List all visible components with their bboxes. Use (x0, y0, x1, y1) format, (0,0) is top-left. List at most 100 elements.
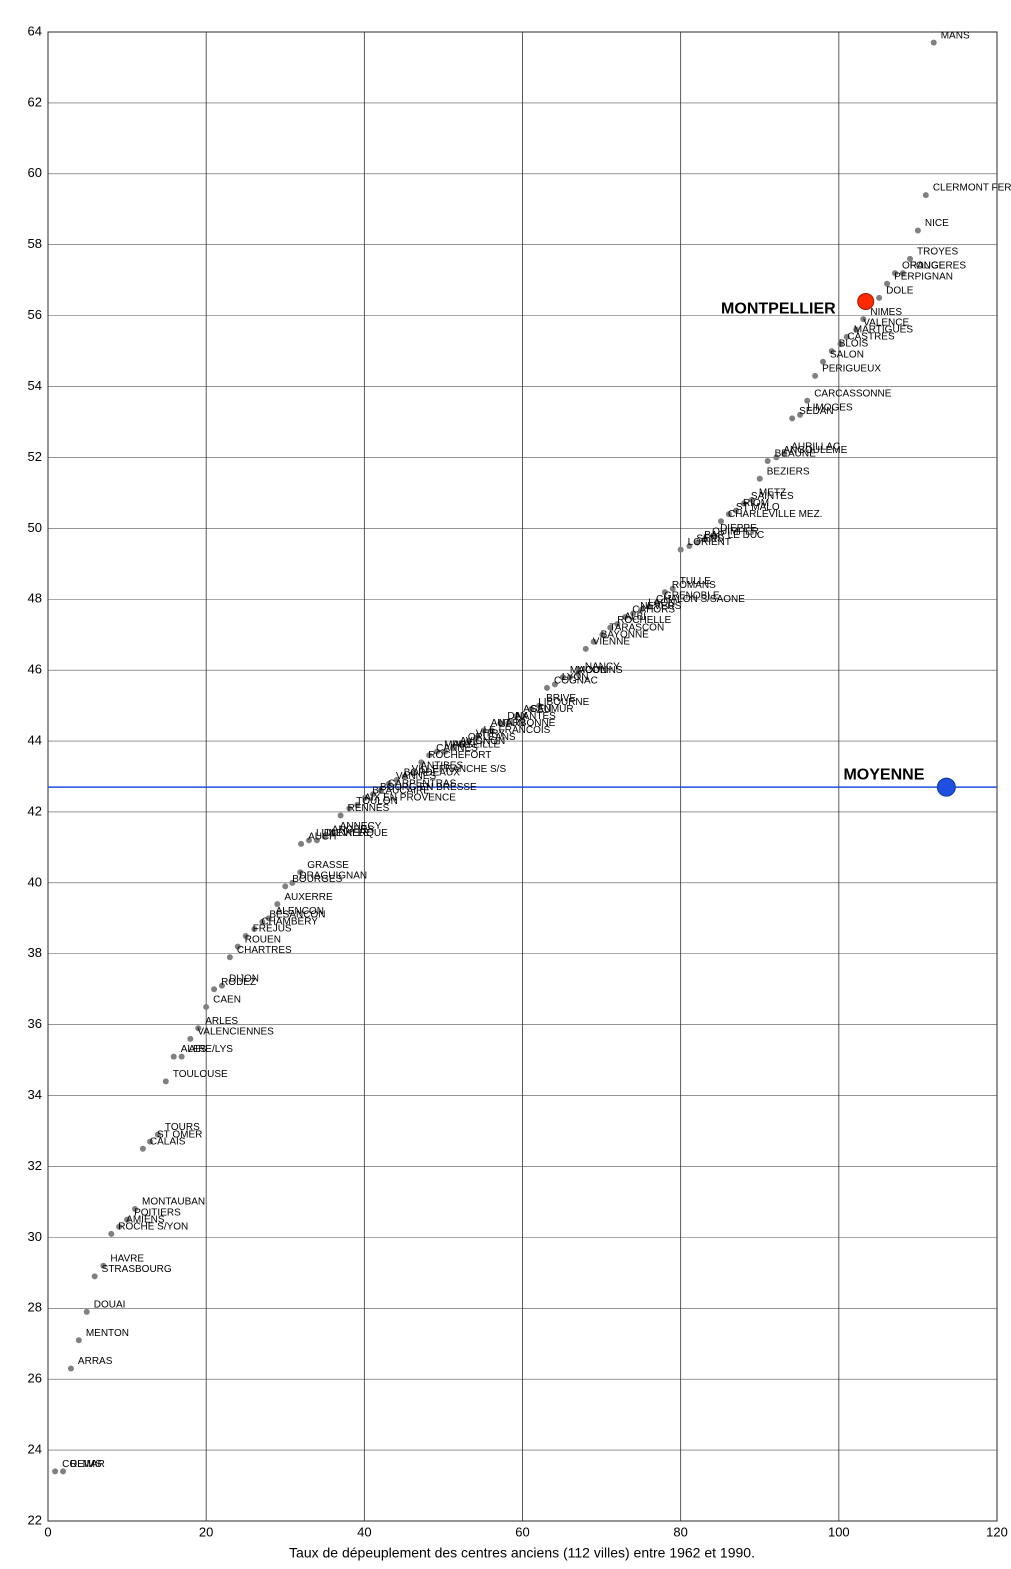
point (694, 539, 701, 546)
point (108, 1230, 115, 1237)
point-label: ALES (181, 1044, 207, 1055)
y-tick-label: 28 (28, 1300, 42, 1315)
point-label: NARBONNE (499, 718, 556, 729)
point (740, 500, 747, 507)
point-label: AIX EN PROVENCE (364, 793, 456, 804)
point-label: LYON (562, 672, 589, 683)
y-tick-label: 58 (28, 236, 42, 251)
point (116, 1223, 123, 1230)
point (488, 727, 495, 734)
point (100, 1262, 107, 1269)
point (653, 599, 660, 606)
point-label: VITRY (476, 729, 506, 740)
point-label: AVIGNON (460, 736, 505, 747)
point-label: BESANCON (269, 909, 325, 920)
point (764, 457, 771, 464)
y-tick-label: 56 (28, 307, 42, 322)
point-label: CAEN (213, 995, 241, 1006)
y-tick-label: 38 (28, 945, 42, 960)
point (305, 837, 312, 844)
point-label: POITIERS (134, 1207, 181, 1218)
x-tick-label: 80 (673, 1524, 687, 1539)
point-label: AIRE/LYS (189, 1044, 234, 1055)
point (661, 589, 668, 596)
point (843, 333, 850, 340)
point (828, 348, 835, 355)
point-label: AMIENS (126, 1214, 165, 1225)
point-label: CLERMONT FERRAND (933, 183, 1011, 194)
point (622, 613, 629, 620)
point-label: CHAMBERY (261, 917, 318, 928)
y-tick-label: 26 (28, 1371, 42, 1386)
point (297, 869, 304, 876)
point (218, 982, 225, 989)
point (599, 631, 606, 638)
point-label: CARCASSONNE (814, 388, 892, 399)
point (178, 1053, 185, 1060)
point-label: VALENCE (863, 317, 909, 328)
point-label: BAR LE DUC (704, 530, 764, 541)
point-label: ST MALO (736, 502, 780, 513)
point (242, 933, 249, 940)
point-label: NEVERS (640, 601, 681, 612)
mean-point (936, 777, 956, 797)
point-label: ALBI (624, 612, 646, 623)
point (669, 585, 676, 592)
point (321, 833, 328, 840)
y-tick-label: 40 (28, 874, 42, 889)
y-tick-label: 44 (28, 732, 42, 747)
point-label: VIENNE (593, 637, 631, 648)
point (377, 787, 384, 794)
point (465, 738, 472, 745)
point (702, 535, 709, 542)
point-label: QUIMPER (712, 527, 759, 538)
point-label: VILLEFRANCHE S/S (412, 764, 507, 775)
point-label: MOULINS (577, 665, 623, 676)
point (234, 943, 241, 950)
point-label: BOURGES (292, 874, 342, 885)
point (497, 720, 504, 727)
point-label: LUNEVILLE (316, 828, 370, 839)
point (686, 543, 693, 550)
point (677, 546, 684, 553)
point (544, 684, 551, 691)
point-label: BLOIS (839, 339, 869, 350)
highlight-point (857, 292, 875, 310)
point (60, 1468, 67, 1475)
point (162, 1078, 169, 1085)
point (401, 773, 408, 780)
point (259, 918, 266, 925)
point-label: SAINTES (751, 491, 794, 502)
point (773, 454, 780, 461)
point-label: ROCHE S/YON (118, 1221, 188, 1232)
point (756, 475, 763, 482)
point-label: TULLE (680, 576, 711, 587)
point (797, 411, 804, 418)
point-label: DUNKERQUE (324, 828, 388, 839)
point (52, 1468, 59, 1475)
point-label: TARASCON (609, 622, 664, 633)
point (313, 837, 320, 844)
point (812, 372, 819, 379)
y-tick-label: 60 (28, 165, 42, 180)
point (354, 801, 361, 808)
y-tick-label: 36 (28, 1016, 42, 1031)
point (457, 741, 464, 748)
point (914, 227, 921, 234)
point-label: TOULON (356, 796, 398, 807)
point (67, 1365, 74, 1372)
x-tick-label: 60 (515, 1524, 529, 1539)
point (717, 518, 724, 525)
y-tick-label: 62 (28, 94, 42, 109)
point (566, 674, 573, 681)
point (195, 1025, 202, 1032)
point (337, 812, 344, 819)
point (528, 706, 535, 713)
y-tick-label: 50 (28, 520, 42, 535)
point-label: PERPIGNAN (894, 271, 953, 282)
point (899, 270, 906, 277)
point-label: DIJON (229, 973, 259, 984)
point-label: CAHORS (632, 605, 675, 616)
point (124, 1216, 131, 1223)
y-tick-label: 46 (28, 662, 42, 677)
